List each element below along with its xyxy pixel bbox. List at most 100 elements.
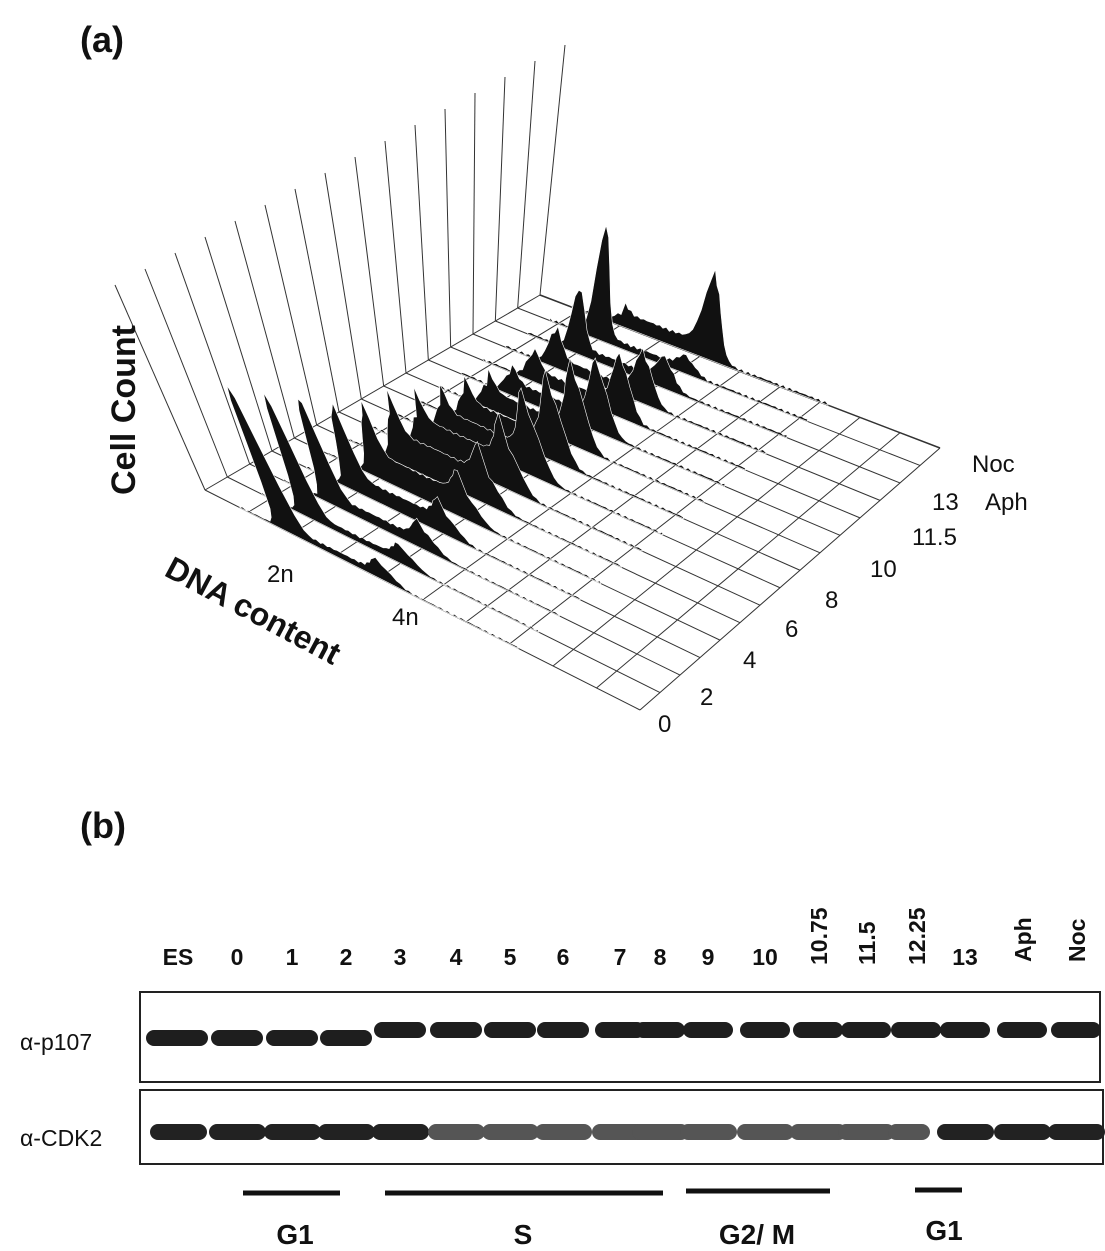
wall-line [494, 76, 506, 322]
band [211, 1030, 263, 1046]
band [264, 1124, 321, 1140]
histogram [305, 403, 581, 601]
phase-label: S [514, 1219, 533, 1250]
time-tick: Aph [985, 489, 1028, 516]
lane-label: Noc [1064, 918, 1090, 962]
band [790, 1124, 847, 1140]
wall-line [234, 220, 295, 439]
lane-labels: ES 0 1 2 3 4 5 6 7 8 9 10 10.75 11.5 12.25 13 Aph Noc [163, 907, 1090, 970]
lane-label: 3 [394, 944, 407, 970]
lane-label: 2 [340, 944, 353, 970]
band [937, 1124, 994, 1140]
band [318, 1124, 375, 1140]
histogram [505, 325, 767, 455]
band [374, 1022, 426, 1038]
band [838, 1124, 895, 1140]
band [793, 1022, 843, 1038]
wall-line [414, 124, 429, 361]
lane-label: Aph [1010, 917, 1036, 962]
lane-label: 0 [231, 944, 244, 970]
wall-line [539, 44, 566, 296]
panel-label: (a) [80, 19, 124, 60]
band [266, 1030, 318, 1046]
histogram [416, 369, 684, 520]
panel-label: (b) [80, 805, 126, 846]
grid-line [465, 386, 781, 623]
dna-tick: 4n [392, 604, 419, 631]
lane-label: 12.25 [904, 907, 930, 965]
band [632, 1124, 689, 1140]
band [482, 1124, 539, 1140]
grid-line [639, 447, 941, 711]
grid-line [509, 401, 821, 645]
wall-line [264, 204, 318, 426]
lane-label: 11.5 [854, 921, 880, 965]
wall-line [294, 188, 340, 413]
band [683, 1022, 733, 1038]
band [635, 1022, 685, 1038]
grid-line [552, 417, 861, 667]
time-tick: 2 [700, 684, 713, 711]
histogram [571, 269, 829, 406]
wall-line [517, 60, 536, 309]
time-tick: 6 [785, 616, 798, 643]
band [484, 1022, 536, 1038]
lane-label: 8 [654, 944, 667, 970]
lane-label: 10 [752, 944, 778, 970]
histogram [260, 392, 540, 633]
wall-line [472, 92, 476, 335]
histogram [549, 225, 808, 422]
time-tick: 10 [870, 556, 897, 583]
grid-line [422, 371, 741, 601]
band [428, 1124, 485, 1140]
band [535, 1124, 592, 1140]
dna-tick: 2n [267, 561, 294, 588]
wall-line [144, 268, 228, 478]
y-axis-label: Cell Count [105, 325, 143, 495]
lane-label: 13 [952, 944, 978, 970]
band [209, 1124, 266, 1140]
histogram [482, 347, 746, 471]
phase-label: G1 [276, 1219, 313, 1250]
band [146, 1030, 208, 1046]
band [372, 1124, 429, 1140]
band [1048, 1124, 1105, 1140]
band [888, 1124, 930, 1140]
blot-label: α-p107 [20, 1029, 92, 1055]
time-tick: 8 [825, 587, 838, 614]
back-wall [114, 44, 941, 491]
histogram [327, 400, 602, 585]
wall-line [324, 172, 362, 400]
time-tick: 13 [932, 489, 959, 516]
band [737, 1124, 794, 1140]
time-tick: 4 [743, 647, 756, 674]
phase-label: G2/ M [719, 1219, 795, 1250]
band [320, 1030, 372, 1046]
wall-line [384, 140, 407, 374]
histogram [460, 357, 726, 487]
wall-line [174, 252, 251, 465]
time-tick: 0 [658, 711, 671, 738]
lane-label: 10.75 [806, 907, 832, 965]
histogram [527, 289, 788, 439]
band [940, 1022, 990, 1038]
wall-line [114, 284, 206, 491]
histogram [349, 388, 622, 568]
time-tick: 11.5 [912, 524, 957, 551]
lane-label: 9 [702, 944, 715, 970]
band [891, 1022, 941, 1038]
lane-label: ES [163, 944, 194, 970]
band [740, 1022, 790, 1038]
histogram [372, 386, 643, 552]
wall-line [444, 108, 452, 348]
histograms [226, 225, 829, 650]
histogram [438, 358, 705, 503]
blot-label: α-CDK2 [20, 1125, 102, 1151]
band [430, 1022, 482, 1038]
phase-label: G1 [925, 1215, 962, 1246]
band [997, 1022, 1047, 1038]
histogram [226, 385, 519, 650]
lane-label: 4 [450, 944, 463, 970]
x-axis-label: DNA content [160, 549, 347, 671]
